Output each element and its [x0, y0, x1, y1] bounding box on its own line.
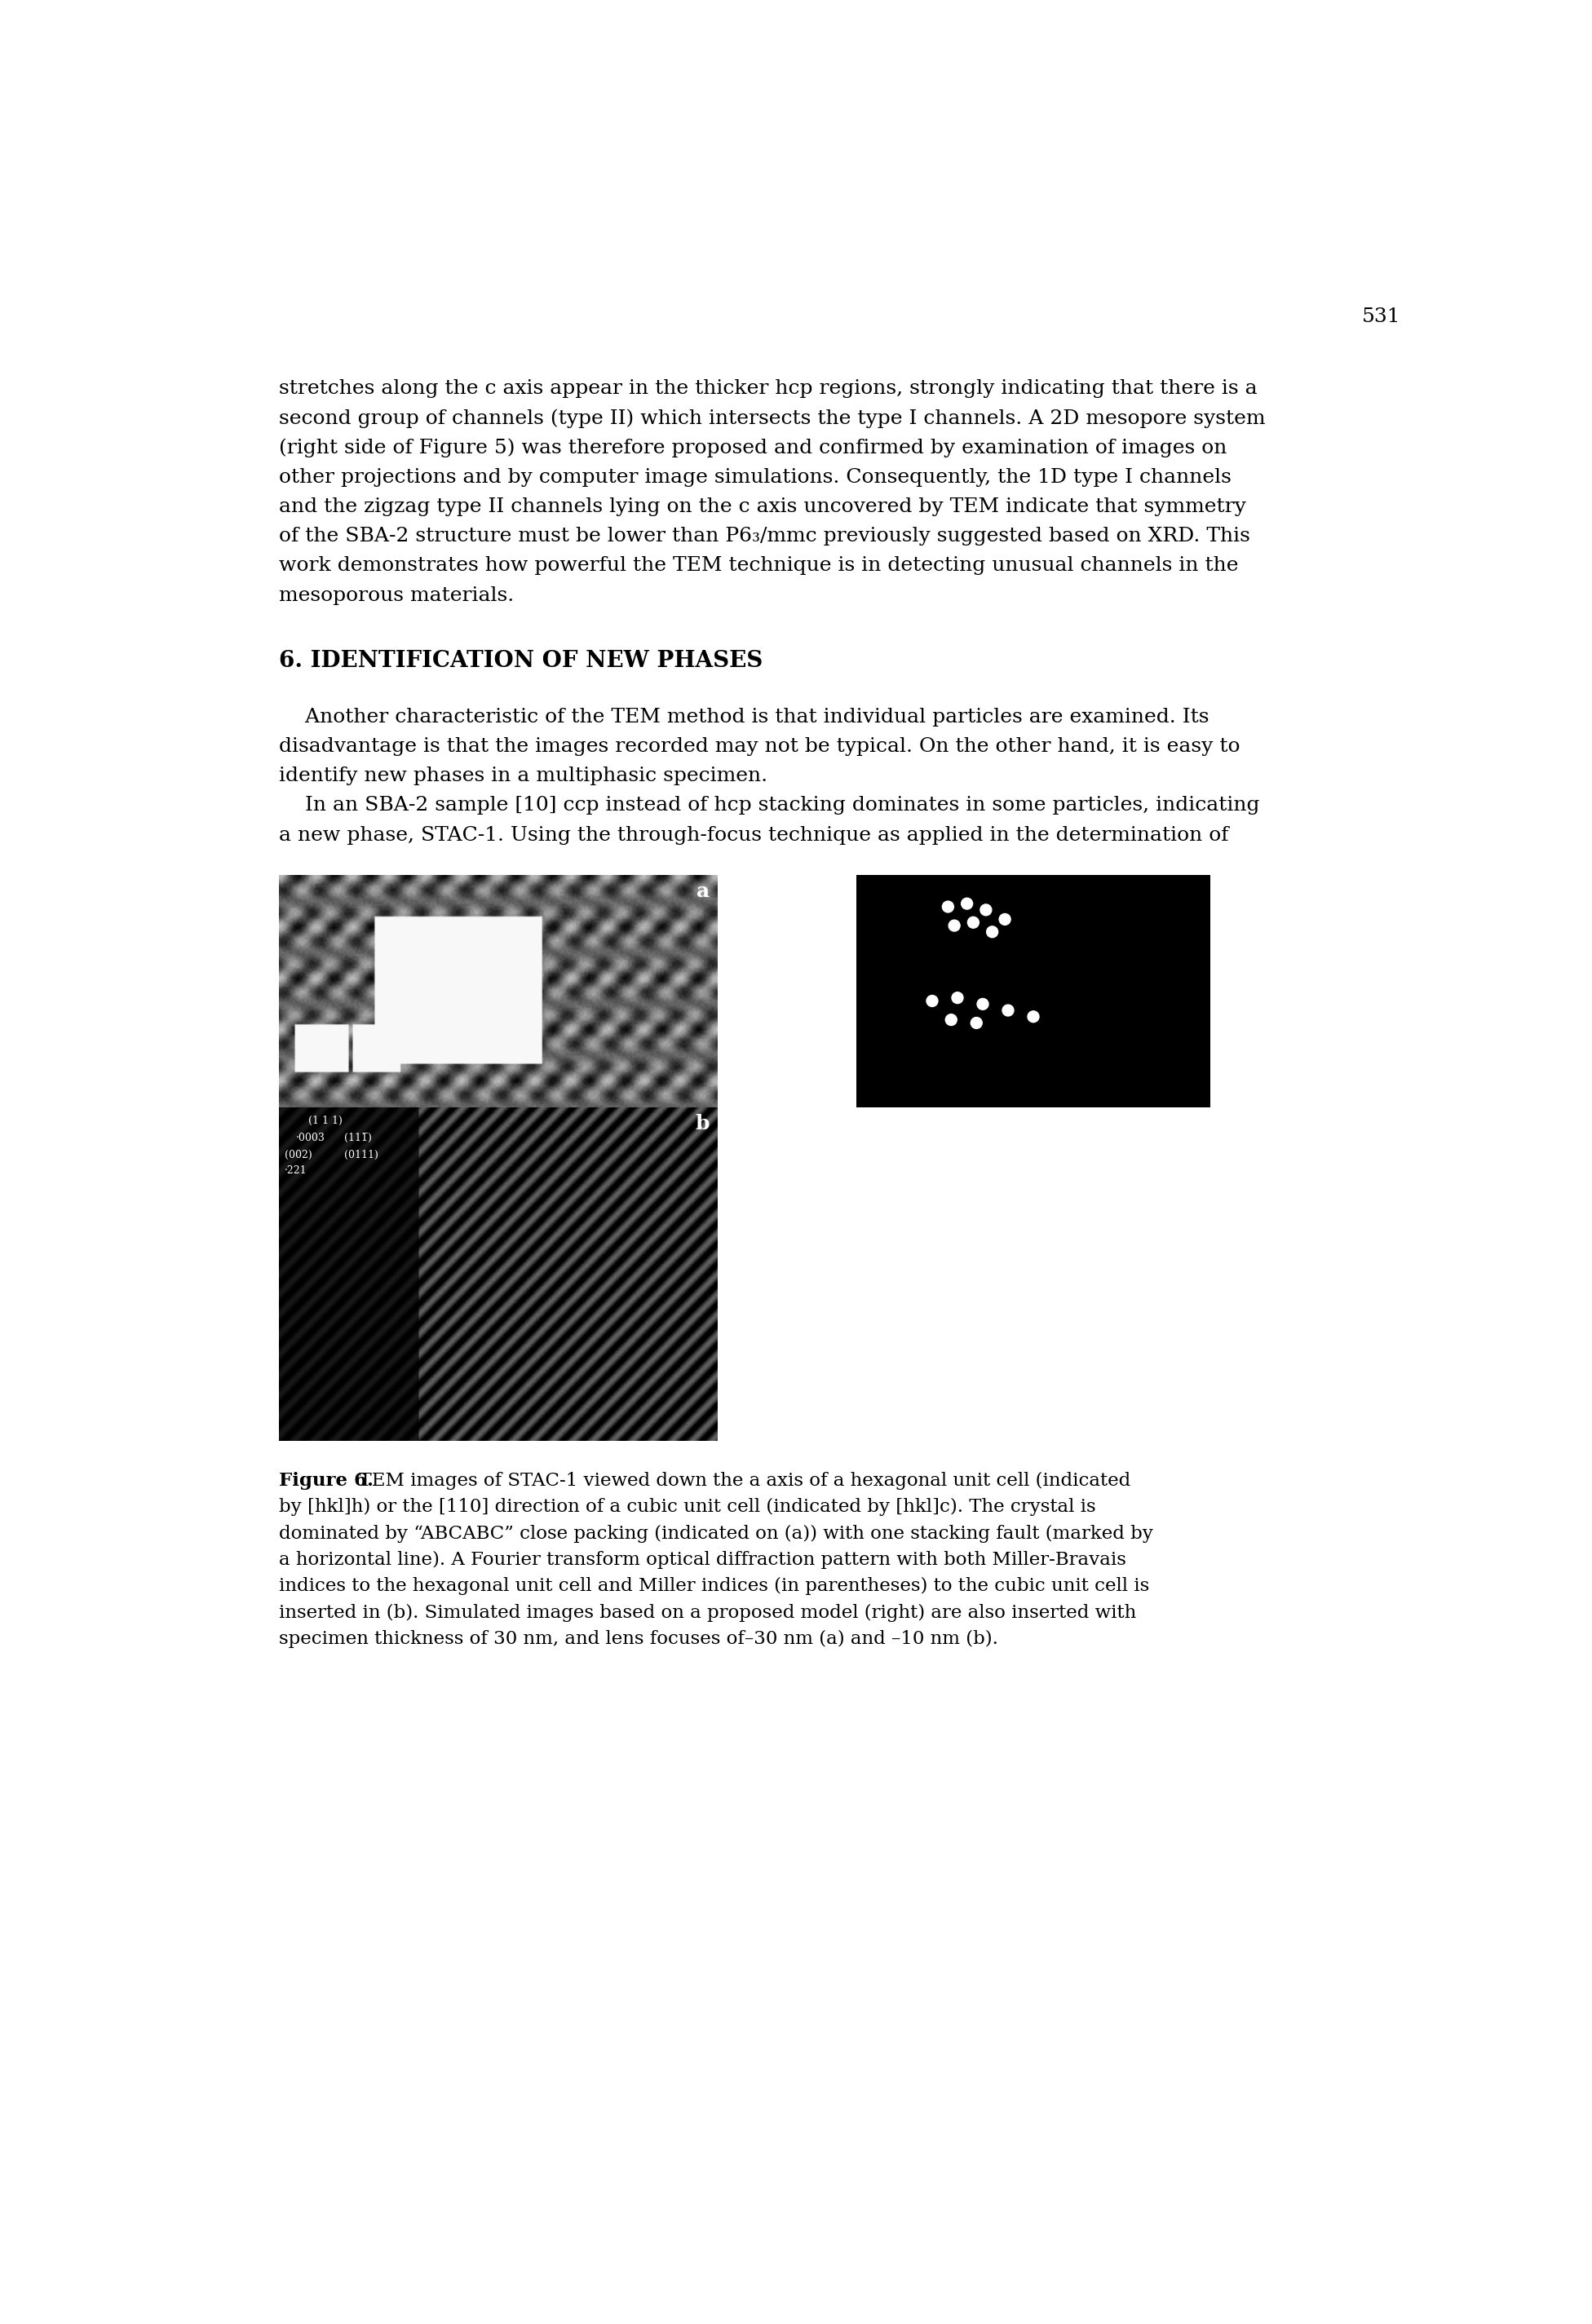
Text: Figure 6.: Figure 6.: [279, 1471, 374, 1490]
Text: specimen thickness of 30 nm, and lens focuses of–30 nm (a) and –10 nm (b).: specimen thickness of 30 nm, and lens fo…: [279, 1629, 998, 1648]
Text: (right side of Figure 5) was therefore proposed and confirmed by examination of : (right side of Figure 5) was therefore p…: [279, 439, 1227, 458]
Polygon shape: [957, 976, 1001, 1076]
Text: mesoporous materials.: mesoporous materials.: [279, 586, 514, 604]
Text: a: a: [1191, 1004, 1199, 1018]
Text: dominated by “ABCABC” close packing (indicated on (a)) with one stacking fault (: dominated by “ABCABC” close packing (ind…: [279, 1525, 1154, 1543]
Circle shape: [981, 904, 992, 916]
Text: a: a: [697, 881, 710, 902]
Text: a horizontal line). A Fourier transform optical diffraction pattern with both Mi: a horizontal line). A Fourier transform …: [279, 1550, 1127, 1569]
Circle shape: [942, 902, 954, 913]
Circle shape: [952, 992, 963, 1004]
Circle shape: [1000, 913, 1011, 925]
Circle shape: [968, 916, 979, 927]
Text: work demonstrates how powerful the TEM technique is in detecting unusual channel: work demonstrates how powerful the TEM t…: [279, 555, 1239, 574]
Text: stretches along the c axis appear in the thicker hcp regions, strongly indicatin: stretches along the c axis appear in the…: [279, 379, 1258, 397]
Text: other projections and by computer image simulations. Consequently, the 1D type I: other projections and by computer image …: [279, 467, 1232, 486]
Text: and the zigzag type II channels lying on the c axis uncovered by TEM indicate th: and the zigzag type II channels lying on…: [279, 497, 1247, 516]
Text: 531: 531: [1361, 307, 1401, 325]
Text: c: c: [1014, 897, 1022, 911]
Text: disadvantage is that the images recorded may not be typical. On the other hand, : disadvantage is that the images recorded…: [279, 737, 1240, 755]
Text: inserted in (b). Simulated images based on a proposed model (right) are also ins: inserted in (b). Simulated images based …: [279, 1604, 1137, 1622]
Text: by [hkl]h) or the [110] direction of a cubic unit cell (indicated by [hkl]c). Th: by [hkl]h) or the [110] direction of a c…: [279, 1499, 1097, 1515]
Polygon shape: [895, 962, 1065, 1090]
Circle shape: [971, 1018, 982, 1030]
Text: (: (: [968, 1009, 973, 1020]
Polygon shape: [907, 899, 1052, 976]
Text: a new phase, STAC-1. Using the through-focus technique as applied in the determi: a new phase, STAC-1. Using the through-f…: [279, 825, 1229, 844]
Text: (1 1 1): (1 1 1): [309, 1116, 342, 1125]
Text: ·0003: ·0003: [296, 1132, 325, 1143]
Circle shape: [927, 995, 938, 1006]
Text: indices to the hexagonal unit cell and Miller indices (in parentheses) to the cu: indices to the hexagonal unit cell and M…: [279, 1578, 1149, 1594]
Text: (002): (002): [285, 1150, 312, 1160]
Circle shape: [1028, 1011, 1040, 1023]
Text: ·221: ·221: [285, 1164, 307, 1176]
Circle shape: [987, 927, 998, 937]
Circle shape: [962, 897, 973, 909]
Text: 6. IDENTIFICATION OF NEW PHASES: 6. IDENTIFICATION OF NEW PHASES: [279, 651, 763, 672]
Text: b: b: [935, 969, 942, 983]
Text: b: b: [696, 1113, 710, 1134]
Circle shape: [946, 1013, 957, 1025]
Text: second group of channels (type II) which intersects the type I channels. A 2D me: second group of channels (type II) which…: [279, 409, 1266, 428]
Circle shape: [977, 999, 989, 1009]
Text: (0111): (0111): [344, 1150, 379, 1160]
Text: identify new phases in a multiphasic specimen.: identify new phases in a multiphasic spe…: [279, 767, 767, 786]
Text: TEM images of STAC-1 viewed down the a axis of a hexagonal unit cell (indicated: TEM images of STAC-1 viewed down the a a…: [347, 1471, 1130, 1490]
Text: Another characteristic of the TEM method is that individual particles are examin: Another characteristic of the TEM method…: [279, 709, 1210, 727]
Text: In an SBA-2 sample [10] ccp instead of hcp stacking dominates in some particles,: In an SBA-2 sample [10] ccp instead of h…: [279, 797, 1259, 816]
Circle shape: [949, 920, 960, 932]
Text: (111̅): (111̅): [344, 1132, 373, 1143]
Text: of the SBA-2 structure must be lower than P6₃/mmc previously suggested based on : of the SBA-2 structure must be lower tha…: [279, 528, 1251, 546]
Circle shape: [1003, 1004, 1014, 1016]
